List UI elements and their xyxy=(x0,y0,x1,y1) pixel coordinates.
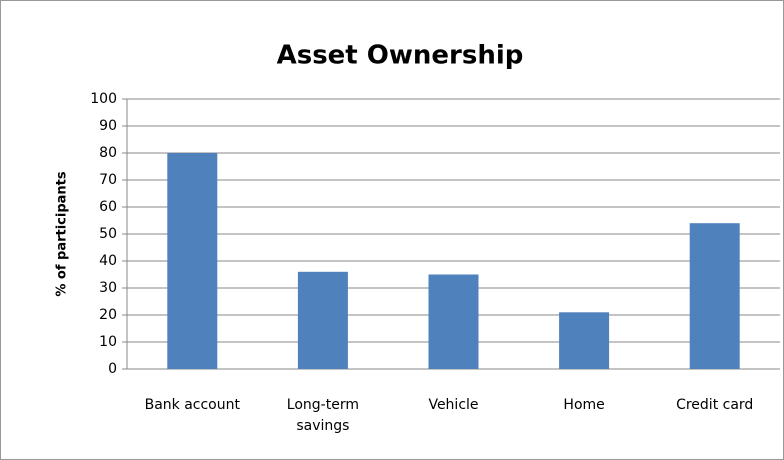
y-tick-label: 50 xyxy=(99,226,117,242)
y-axis-label: % of participants xyxy=(55,171,70,297)
chart-title: Asset Ownership xyxy=(277,41,524,71)
x-tick-label: Credit card xyxy=(676,397,753,413)
y-tick-label: 90 xyxy=(99,118,117,134)
x-tick-label: Long-term savings xyxy=(287,397,359,434)
bar xyxy=(559,312,610,369)
y-tick-label: 100 xyxy=(90,91,117,107)
bar xyxy=(297,271,348,369)
y-tick-label: 30 xyxy=(99,280,117,296)
bar xyxy=(167,153,218,369)
y-tick-label: 0 xyxy=(108,361,117,377)
y-tick-label: 40 xyxy=(99,253,117,269)
x-tick-label: Vehicle xyxy=(428,397,478,413)
x-tick-label: Home xyxy=(563,397,604,413)
y-tick-label: 60 xyxy=(99,199,117,215)
y-tick-label: 80 xyxy=(99,145,117,161)
bar xyxy=(689,223,740,369)
y-tick-label: 20 xyxy=(99,307,117,323)
x-tick-label: Bank account xyxy=(145,397,241,413)
y-tick-label: 10 xyxy=(99,334,117,350)
y-tick-label: 70 xyxy=(99,172,117,188)
bar xyxy=(428,274,479,369)
